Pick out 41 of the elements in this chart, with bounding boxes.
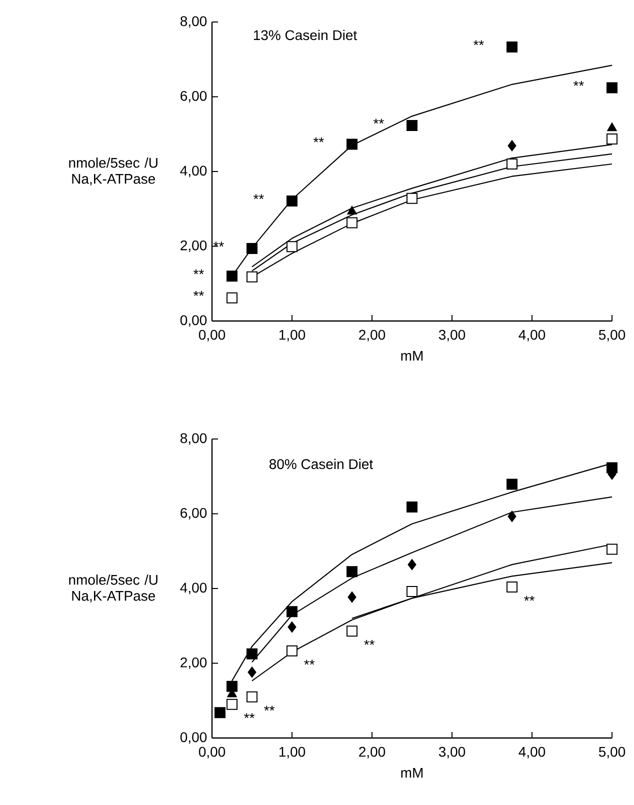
x-tick-label: 2,00 [359, 746, 386, 758]
annotation: ** [373, 118, 384, 124]
y-tick-label: 4,00 [180, 166, 207, 178]
y-tick-label: 0,00 [180, 315, 207, 327]
x-tick-label: 0,00 [198, 330, 226, 342]
x-tick-label: 2,00 [359, 330, 386, 342]
y-axis-title: nmole/5sec /U Na,K-ATPase [69, 158, 158, 186]
y-tick-label: 2,00 [180, 240, 207, 252]
annotation: ** [364, 640, 375, 645]
annotation: ** [253, 194, 264, 200]
x-tick-label: 4,00 [518, 746, 546, 758]
x-tick-label: 1,00 [279, 746, 306, 758]
annotation: ** [244, 713, 255, 718]
x-tick-label: 5,00 [598, 746, 626, 758]
chart-title: 13% Casein Diet [254, 30, 358, 40]
text: 80% Casein Diet [269, 458, 374, 470]
x-axis-title: mM [401, 350, 423, 361]
x-tick-label: 4,00 [518, 330, 546, 342]
x-tick-label: 1,00 [279, 330, 306, 342]
x-tick-label: 0,00 [198, 746, 226, 758]
x-tick-label: 5,00 [598, 330, 626, 342]
annotation: ** [193, 269, 204, 274]
y-tick-label: 8,00 [180, 433, 207, 445]
y-tick-label: 6,00 [180, 508, 207, 520]
y-tick-label: 0,00 [180, 732, 207, 744]
y-tick-label: 4,00 [180, 582, 207, 594]
x-tick-label: 3,00 [438, 330, 466, 342]
annotation: ** [264, 706, 275, 711]
y-axis-title: nmole/5sec /U Na,K-ATPase [69, 574, 158, 602]
annotation: ** [313, 137, 324, 142]
annotation: ** [473, 40, 484, 46]
x-axis-title: mM [401, 768, 423, 778]
y-tick-label: 8,00 [180, 16, 207, 28]
y-tick-label: 2,00 [180, 657, 207, 670]
annotation: ** [524, 596, 535, 601]
annotation: ** [193, 291, 204, 296]
x-tick-label: 3,00 [438, 746, 466, 758]
y-tick-label: 6,00 [180, 90, 207, 103]
annotation: ** [304, 660, 315, 665]
annotation: ** [213, 242, 224, 247]
annotation: ** [573, 80, 584, 86]
